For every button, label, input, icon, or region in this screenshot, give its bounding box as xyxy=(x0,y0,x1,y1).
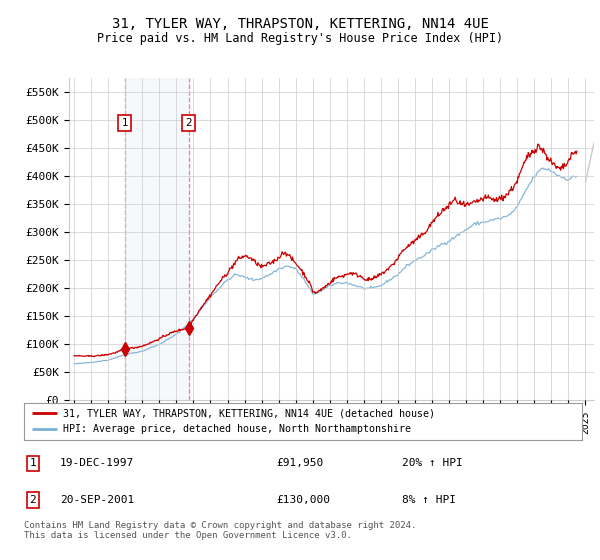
Text: 2: 2 xyxy=(29,495,37,505)
Text: 31, TYLER WAY, THRAPSTON, KETTERING, NN14 4UE: 31, TYLER WAY, THRAPSTON, KETTERING, NN1… xyxy=(112,17,488,31)
Text: 19-DEC-1997: 19-DEC-1997 xyxy=(60,459,134,468)
Text: 20% ↑ HPI: 20% ↑ HPI xyxy=(402,459,463,468)
Text: Price paid vs. HM Land Registry's House Price Index (HPI): Price paid vs. HM Land Registry's House … xyxy=(97,31,503,45)
Text: £91,950: £91,950 xyxy=(276,459,323,468)
Text: £130,000: £130,000 xyxy=(276,495,330,505)
Text: 31, TYLER WAY, THRAPSTON, KETTERING, NN14 4UE (detached house): 31, TYLER WAY, THRAPSTON, KETTERING, NN1… xyxy=(63,408,435,418)
Text: 1: 1 xyxy=(29,459,37,468)
Text: HPI: Average price, detached house, North Northamptonshire: HPI: Average price, detached house, Nort… xyxy=(63,424,411,435)
Text: 8% ↑ HPI: 8% ↑ HPI xyxy=(402,495,456,505)
Text: 20-SEP-2001: 20-SEP-2001 xyxy=(60,495,134,505)
Text: 1: 1 xyxy=(121,118,128,128)
Text: Contains HM Land Registry data © Crown copyright and database right 2024.
This d: Contains HM Land Registry data © Crown c… xyxy=(24,521,416,540)
Text: 2: 2 xyxy=(185,118,192,128)
Bar xyxy=(125,78,188,400)
